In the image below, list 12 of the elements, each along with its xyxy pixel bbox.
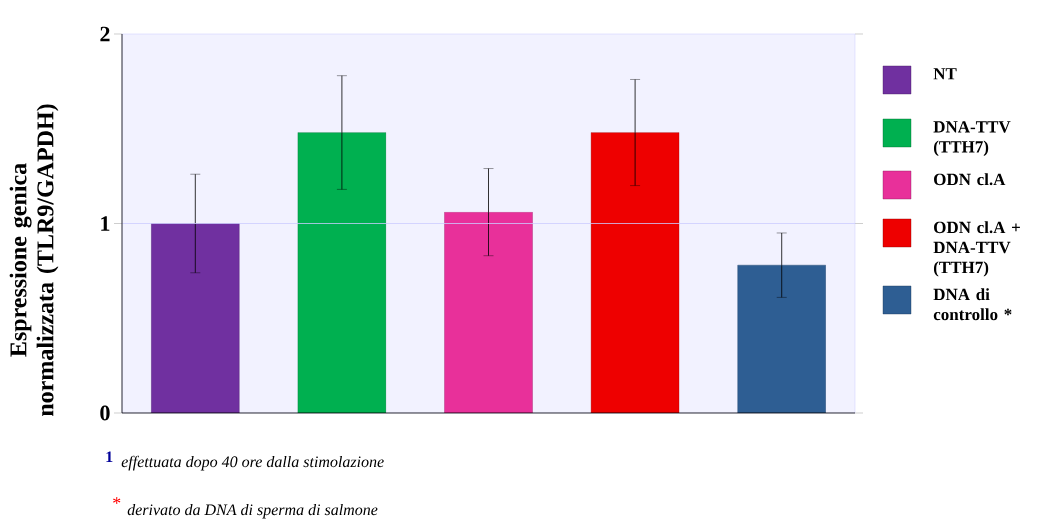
- legend-label: ODN cl.A: [934, 173, 1006, 186]
- y-axis-title: Espressione genica normalizzata (TLR9/GAPDH): [9, 104, 59, 416]
- y-tick-label: 2: [100, 26, 110, 42]
- text: derivato da DNA di sperma di salmone: [127, 503, 378, 519]
- y-tick-label: 0: [100, 405, 110, 421]
- text: effettuata dopo 40 ore dalla stimolazione: [121, 455, 384, 471]
- text: *: [113, 497, 121, 504]
- legend-label: ODN cl.A + DNA-TTV (TTH7): [933, 221, 1020, 277]
- legend-label: NT: [933, 68, 957, 80]
- y-tick-label: 1: [101, 216, 110, 231]
- legend-label: DNA di controllo *: [933, 288, 1012, 321]
- legend-label: DNA-TTV (TTH7): [933, 121, 1011, 157]
